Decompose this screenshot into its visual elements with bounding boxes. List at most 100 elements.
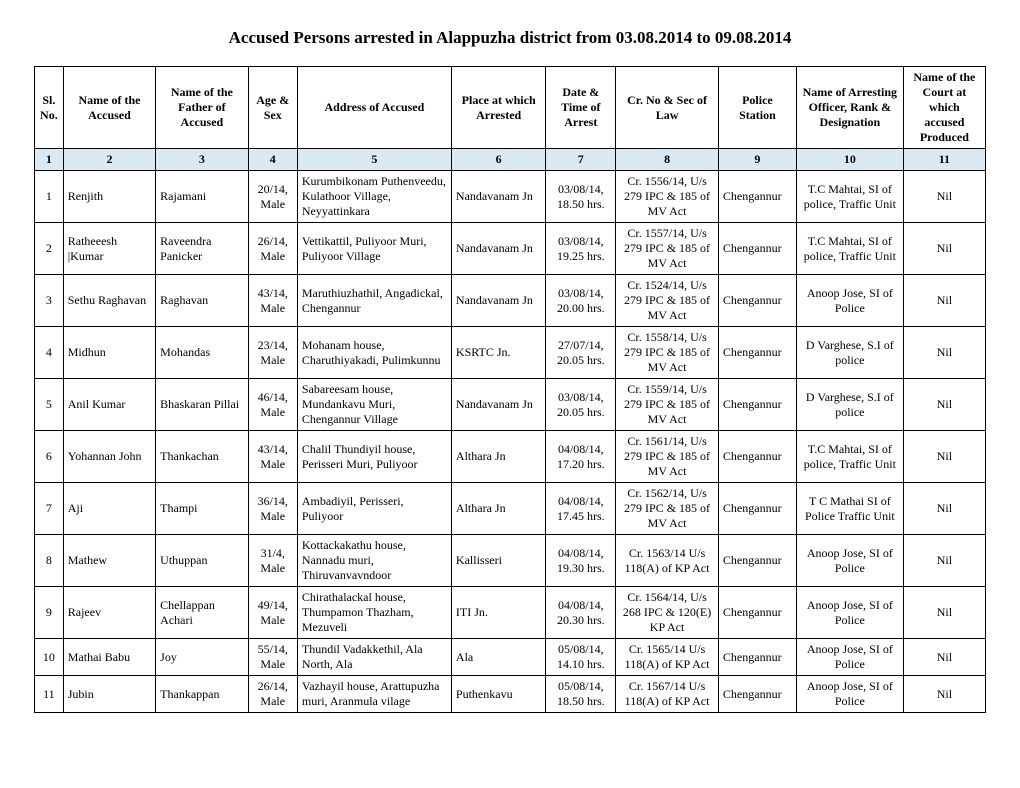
cell-name: Midhun <box>63 327 155 379</box>
column-number-row: 1 2 3 4 5 6 7 8 9 10 11 <box>35 149 986 171</box>
cell-place: Althara Jn <box>451 431 545 483</box>
cell-sl: 11 <box>35 676 64 713</box>
cell-crno: Cr. 1565/14 U/s 118(A) of KP Act <box>616 639 719 676</box>
cell-sl: 6 <box>35 431 64 483</box>
table-row: 4MidhunMohandas23/14, MaleMohanam house,… <box>35 327 986 379</box>
col-court: Name of the Court at which accused Produ… <box>903 67 985 149</box>
colnum: 2 <box>63 149 155 171</box>
page-title: Accused Persons arrested in Alappuzha di… <box>34 28 986 48</box>
cell-place: Nandavanam Jn <box>451 379 545 431</box>
cell-age: 23/14, Male <box>248 327 297 379</box>
table-row: 2Ratheeesh |KumarRaveendra Panicker26/14… <box>35 223 986 275</box>
cell-father: Joy <box>156 639 248 676</box>
table-row: 11JubinThankappan26/14, MaleVazhayil hou… <box>35 676 986 713</box>
cell-age: 20/14, Male <box>248 171 297 223</box>
cell-officer: T C Mathai SI of Police Traffic Unit <box>796 483 903 535</box>
cell-father: Rajamani <box>156 171 248 223</box>
table-row: 9RajeevChellappan Achari49/14, MaleChira… <box>35 587 986 639</box>
cell-officer: T.C Mahtai, SI of police, Traffic Unit <box>796 223 903 275</box>
colnum: 6 <box>451 149 545 171</box>
cell-station: Chengannur <box>718 676 796 713</box>
cell-datetime: 03/08/14, 18.50 hrs. <box>546 171 616 223</box>
cell-court: Nil <box>903 327 985 379</box>
cell-court: Nil <box>903 379 985 431</box>
colnum: 3 <box>156 149 248 171</box>
cell-officer: Anoop Jose, SI of Police <box>796 535 903 587</box>
cell-officer: Anoop Jose, SI of Police <box>796 275 903 327</box>
col-datetime: Date & Time of Arrest <box>546 67 616 149</box>
cell-name: Mathai Babu <box>63 639 155 676</box>
cell-age: 43/14, Male <box>248 431 297 483</box>
cell-sl: 3 <box>35 275 64 327</box>
colnum: 4 <box>248 149 297 171</box>
table-row: 1RenjithRajamani20/14, MaleKurumbikonam … <box>35 171 986 223</box>
cell-place: Puthenkavu <box>451 676 545 713</box>
cell-court: Nil <box>903 431 985 483</box>
cell-address: Vazhayil house, Arattupuzha muri, Aranmu… <box>297 676 451 713</box>
cell-station: Chengannur <box>718 327 796 379</box>
col-station: Police Station <box>718 67 796 149</box>
table-row: 3Sethu RaghavanRaghavan43/14, MaleMaruth… <box>35 275 986 327</box>
cell-datetime: 05/08/14, 14.10 hrs. <box>546 639 616 676</box>
cell-sl: 2 <box>35 223 64 275</box>
cell-station: Chengannur <box>718 483 796 535</box>
cell-address: Sabareesam house, Mundankavu Muri, Cheng… <box>297 379 451 431</box>
header-row: Sl. No. Name of the Accused Name of the … <box>35 67 986 149</box>
cell-sl: 9 <box>35 587 64 639</box>
table-row: 8MathewUthuppan31/4, MaleKottackakathu h… <box>35 535 986 587</box>
cell-crno: Cr. 1564/14, U/s 268 IPC & 120(E) KP Act <box>616 587 719 639</box>
colnum: 9 <box>718 149 796 171</box>
arrests-table: Sl. No. Name of the Accused Name of the … <box>34 66 986 713</box>
cell-age: 49/14, Male <box>248 587 297 639</box>
colnum: 7 <box>546 149 616 171</box>
cell-address: Thundil Vadakkethil, Ala North, Ala <box>297 639 451 676</box>
cell-place: Nandavanam Jn <box>451 275 545 327</box>
cell-name: Renjith <box>63 171 155 223</box>
cell-datetime: 05/08/14, 18.50 hrs. <box>546 676 616 713</box>
cell-sl: 1 <box>35 171 64 223</box>
col-address: Address of Accused <box>297 67 451 149</box>
cell-age: 55/14, Male <box>248 639 297 676</box>
cell-name: Aji <box>63 483 155 535</box>
cell-father: Thampi <box>156 483 248 535</box>
cell-name: Sethu Raghavan <box>63 275 155 327</box>
cell-officer: T.C Mahtai, SI of police, Traffic Unit <box>796 171 903 223</box>
cell-father: Uthuppan <box>156 535 248 587</box>
cell-sl: 7 <box>35 483 64 535</box>
cell-station: Chengannur <box>718 535 796 587</box>
cell-name: Mathew <box>63 535 155 587</box>
cell-datetime: 04/08/14, 20.30 hrs. <box>546 587 616 639</box>
cell-place: Nandavanam Jn <box>451 171 545 223</box>
cell-court: Nil <box>903 639 985 676</box>
colnum: 11 <box>903 149 985 171</box>
cell-court: Nil <box>903 275 985 327</box>
cell-father: Raveendra Panicker <box>156 223 248 275</box>
col-name: Name of the Accused <box>63 67 155 149</box>
cell-sl: 8 <box>35 535 64 587</box>
cell-datetime: 03/08/14, 19.25 hrs. <box>546 223 616 275</box>
cell-place: ITI Jn. <box>451 587 545 639</box>
cell-place: Nandavanam Jn <box>451 223 545 275</box>
table-body: 1RenjithRajamani20/14, MaleKurumbikonam … <box>35 171 986 713</box>
cell-father: Bhaskaran Pillai <box>156 379 248 431</box>
cell-address: Chirathalackal house, Thumpamon Thazham,… <box>297 587 451 639</box>
cell-officer: D Varghese, S.I of police <box>796 327 903 379</box>
cell-name: Anil Kumar <box>63 379 155 431</box>
cell-father: Thankappan <box>156 676 248 713</box>
cell-name: Yohannan John <box>63 431 155 483</box>
cell-age: 26/14, Male <box>248 676 297 713</box>
cell-father: Mohandas <box>156 327 248 379</box>
cell-age: 31/4, Male <box>248 535 297 587</box>
cell-officer: D Varghese, S.I of police <box>796 379 903 431</box>
table-row: 10Mathai BabuJoy55/14, MaleThundil Vadak… <box>35 639 986 676</box>
table-row: 6Yohannan JohnThankachan43/14, MaleChali… <box>35 431 986 483</box>
cell-court: Nil <box>903 587 985 639</box>
cell-crno: Cr. 1556/14, U/s 279 IPC & 185 of MV Act <box>616 171 719 223</box>
cell-station: Chengannur <box>718 587 796 639</box>
col-officer: Name of Arresting Officer, Rank & Design… <box>796 67 903 149</box>
cell-place: Ala <box>451 639 545 676</box>
colnum: 10 <box>796 149 903 171</box>
cell-age: 43/14, Male <box>248 275 297 327</box>
cell-court: Nil <box>903 171 985 223</box>
colnum: 1 <box>35 149 64 171</box>
